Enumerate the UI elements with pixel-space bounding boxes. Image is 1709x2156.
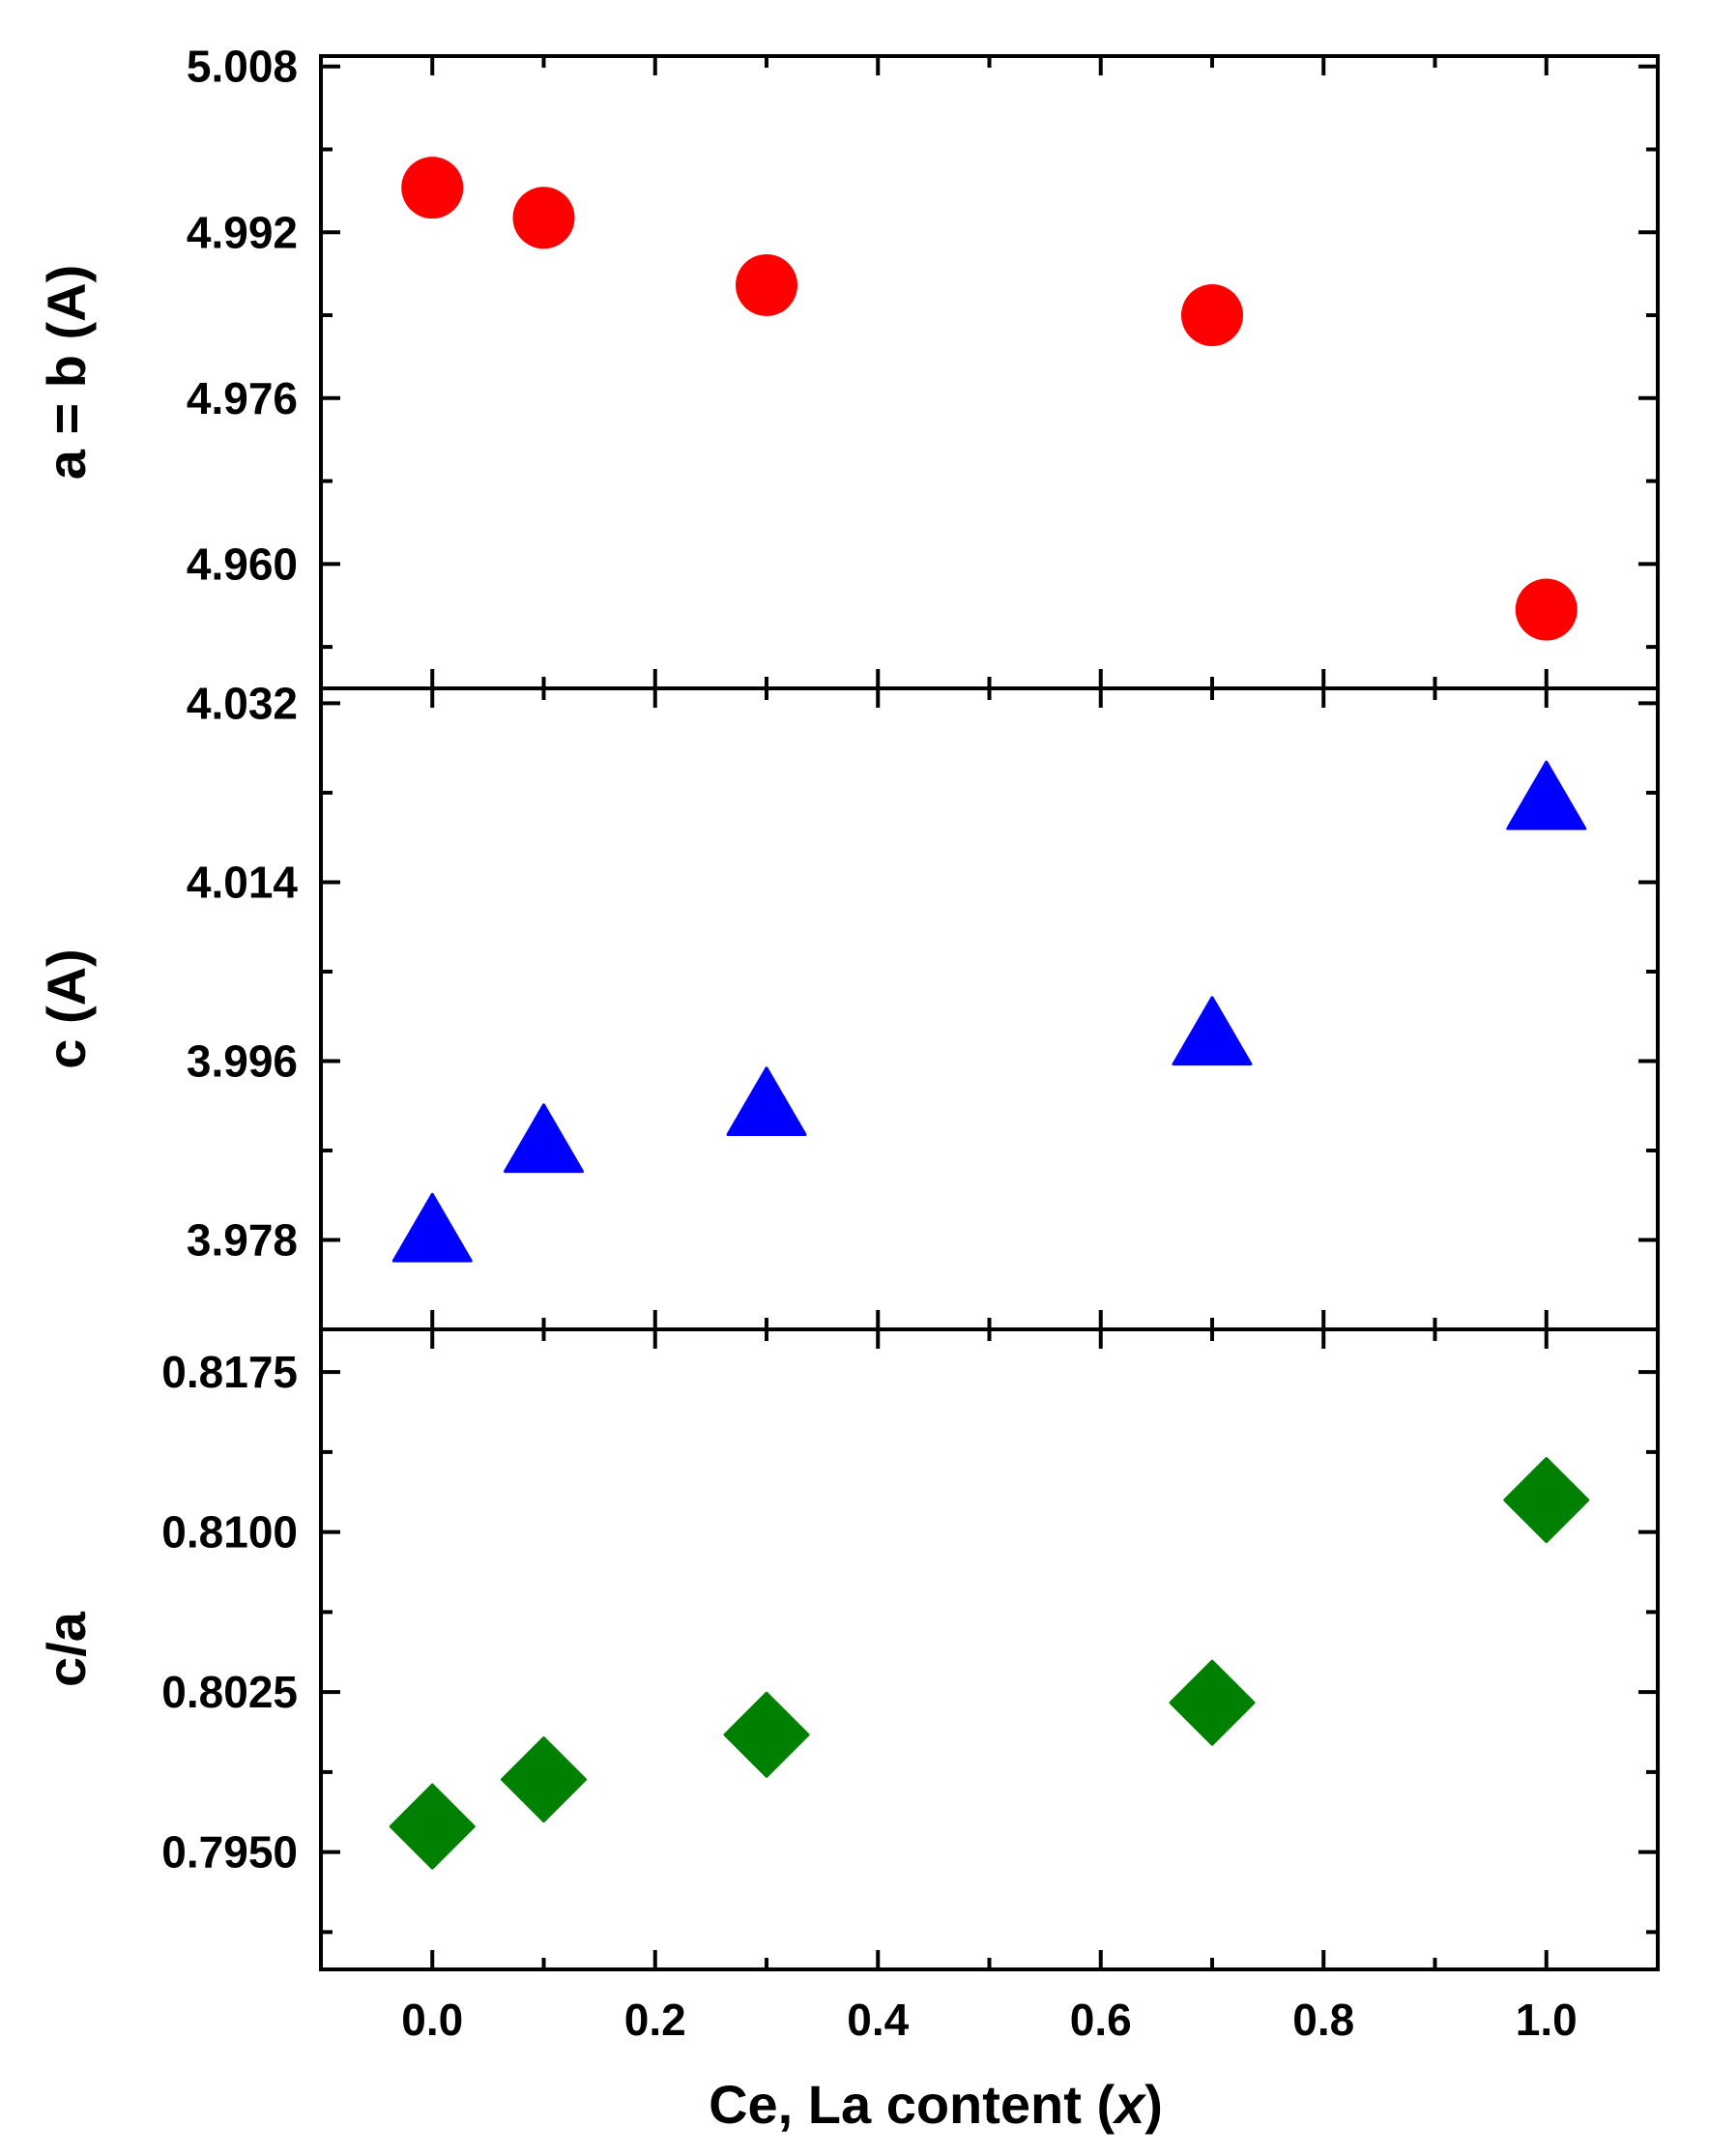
y-tick-label: 4.976 — [187, 373, 298, 423]
data-point-triangle — [504, 1103, 584, 1174]
x-tick-label: 0.4 — [847, 1995, 909, 2045]
panel-frame — [319, 686, 1660, 1331]
y-tick-label: 4.992 — [187, 207, 298, 257]
y-axis-title: c (A) — [36, 948, 97, 1068]
data-point-diamond — [723, 1691, 810, 1778]
data-point-triangle — [726, 1066, 807, 1137]
data-point-circle — [1515, 578, 1578, 641]
x-axis-title: Ce, La content (x) — [709, 2074, 1163, 2135]
data-point-diamond — [1503, 1457, 1590, 1544]
panel-2: 4.032 4.014 3.996 3.978 c (A) — [36, 678, 1660, 1331]
x-tick-label: 0.0 — [401, 1995, 463, 2045]
y-tick-label: 0.8100 — [161, 1507, 298, 1558]
x-tick-label: 0.8 — [1292, 1995, 1354, 2045]
data-point-circle — [1181, 284, 1243, 347]
x-tick-label: 0.6 — [1070, 1995, 1132, 2045]
y-axis-title: a = b (A) — [36, 265, 97, 480]
data-point-triangle — [391, 1192, 473, 1263]
data-point-diamond — [389, 1783, 476, 1870]
panel-frame — [319, 54, 1660, 690]
x-tick-label: 0.2 — [624, 1995, 686, 2045]
panel-3: 0.8175 0.8100 0.8025 0.7950 c/a 0.0 0.2 0.4 0.6 0… — [36, 1327, 1660, 2045]
y-tick-label: 0.8175 — [161, 1347, 298, 1397]
data-point-circle — [401, 157, 464, 219]
data-point-circle — [736, 253, 797, 316]
data-point-diamond — [1169, 1659, 1256, 1746]
panel-1: 5.008 4.992 4.976 4.960 a = b (A) — [36, 42, 1660, 690]
y-tick-label: 0.8025 — [161, 1667, 298, 1717]
data-point-triangle — [1506, 760, 1587, 830]
y-tick-label: 5.008 — [187, 42, 298, 92]
y-axis-title: c/a — [36, 1611, 97, 1687]
y-tick-label: 4.014 — [187, 857, 299, 907]
y-tick-label: 4.960 — [187, 539, 298, 589]
y-tick-label: 3.996 — [187, 1035, 298, 1086]
y-tick-label: 0.7950 — [161, 1827, 298, 1878]
data-point-triangle — [1172, 996, 1253, 1066]
y-tick-label: 3.978 — [187, 1214, 298, 1265]
y-tick-label: 4.032 — [187, 678, 298, 728]
chart-panels: 5.008 4.992 4.976 4.960 a = b (A) 4.032 4.014 3… — [36, 42, 1660, 2045]
x-tick-label: 1.0 — [1516, 1995, 1578, 2045]
data-point-circle — [512, 187, 575, 249]
panel-frame — [319, 1327, 1660, 1971]
data-point-diamond — [501, 1736, 587, 1823]
